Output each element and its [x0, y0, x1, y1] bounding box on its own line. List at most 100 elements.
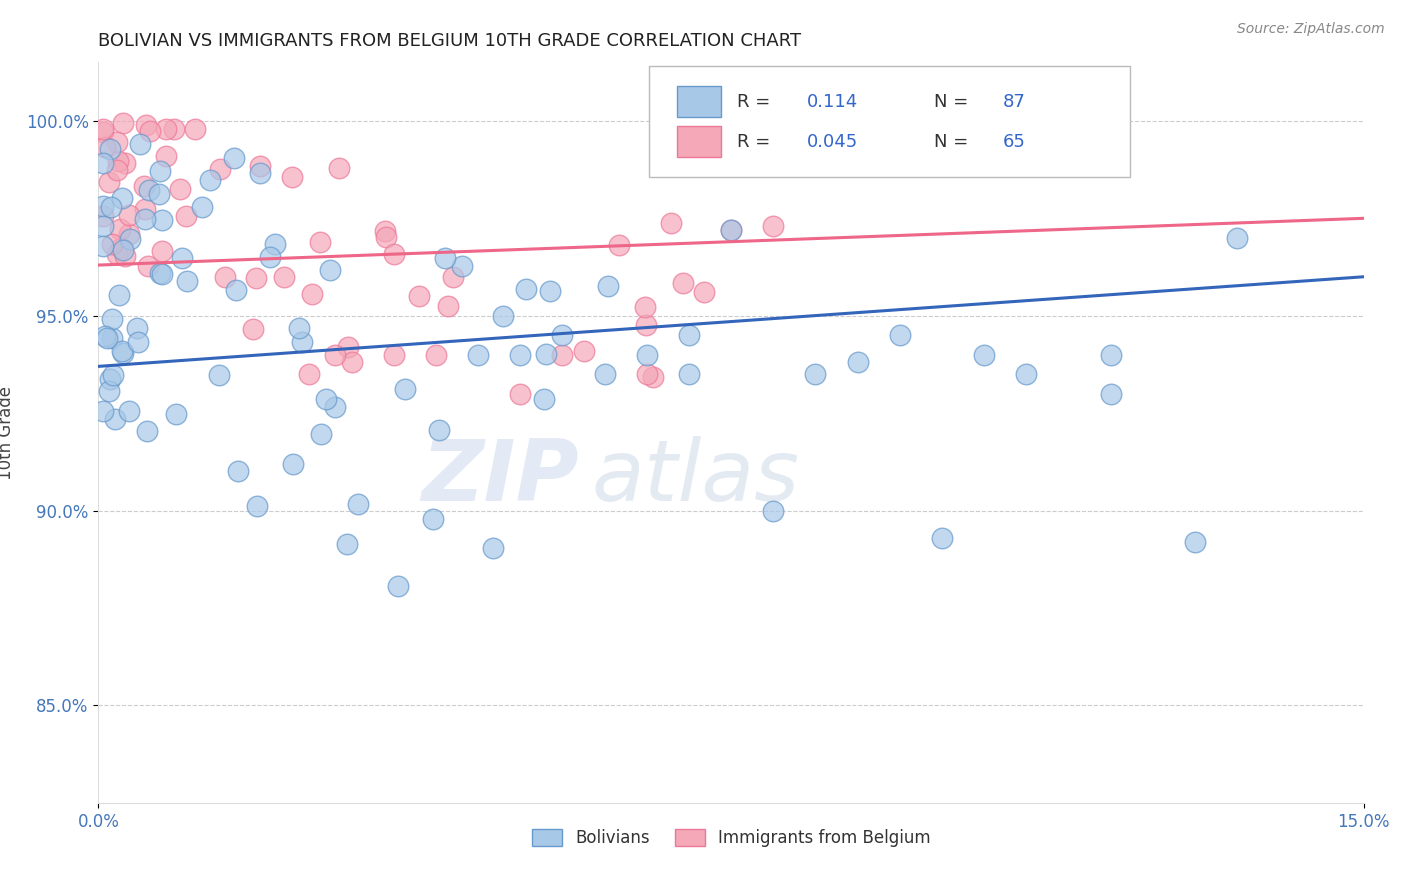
Point: [132, 179, 155, 194]
Point: [720, 223, 742, 237]
Point: [492, 309, 515, 323]
Point: [804, 367, 827, 381]
Point: [91, 122, 114, 136]
Point: [105, 247, 128, 261]
Point: [111, 346, 134, 360]
Point: [155, 149, 177, 163]
Point: [136, 260, 159, 274]
Point: [375, 230, 398, 244]
Point: [762, 219, 785, 233]
Point: [340, 355, 363, 369]
Point: [125, 321, 148, 335]
Point: [441, 269, 464, 284]
Point: [101, 330, 124, 344]
Text: atlas: atlas: [592, 435, 800, 518]
Point: [336, 340, 359, 354]
Point: [515, 282, 537, 296]
Point: [319, 263, 342, 277]
Point: [509, 386, 531, 401]
Point: [242, 322, 264, 336]
Point: [387, 579, 409, 593]
Point: [114, 249, 136, 263]
Point: [382, 247, 405, 261]
Point: [551, 348, 574, 362]
Point: [336, 537, 359, 551]
Text: 0.114: 0.114: [807, 93, 858, 111]
Point: [290, 334, 312, 349]
Point: [328, 161, 350, 176]
Point: [91, 209, 114, 223]
Point: [315, 392, 337, 406]
Point: [118, 404, 141, 418]
Point: [281, 457, 304, 471]
Point: [105, 163, 128, 178]
Point: [91, 404, 114, 418]
Point: [672, 276, 695, 290]
Point: [105, 135, 128, 149]
Point: [155, 122, 177, 136]
Point: [1015, 367, 1038, 381]
Point: [323, 400, 346, 414]
Point: [678, 328, 700, 343]
Legend: Bolivians, Immigrants from Belgium: Bolivians, Immigrants from Belgium: [524, 822, 938, 854]
Point: [198, 173, 221, 187]
Text: 87: 87: [1002, 93, 1026, 111]
Point: [636, 348, 658, 362]
Point: [170, 251, 193, 265]
Point: [127, 334, 149, 349]
Point: [136, 424, 159, 438]
Point: [762, 503, 785, 517]
Point: [551, 328, 574, 343]
Point: [382, 348, 405, 362]
Text: 0.045: 0.045: [807, 133, 858, 151]
Point: [101, 236, 124, 251]
Point: [264, 237, 287, 252]
Point: [107, 287, 129, 301]
Point: [889, 328, 911, 343]
Point: [245, 271, 267, 285]
Point: [596, 278, 619, 293]
Point: [149, 164, 172, 178]
Point: [110, 221, 132, 235]
Point: [91, 219, 114, 233]
Point: [311, 427, 333, 442]
Point: [636, 318, 658, 332]
Point: [720, 223, 742, 237]
Point: [429, 423, 451, 437]
Text: Source: ZipAtlas.com: Source: ZipAtlas.com: [1237, 22, 1385, 37]
Point: [148, 187, 170, 202]
Point: [150, 212, 173, 227]
Point: [176, 209, 198, 223]
Point: [374, 224, 396, 238]
Point: [246, 500, 269, 514]
Point: [1226, 231, 1249, 245]
Text: ZIP: ZIP: [422, 435, 579, 518]
Point: [128, 137, 150, 152]
Point: [239, 815, 262, 830]
Point: [408, 289, 430, 303]
Point: [150, 244, 173, 259]
FancyBboxPatch shape: [648, 66, 1130, 178]
FancyBboxPatch shape: [676, 126, 721, 157]
Point: [91, 156, 114, 170]
Point: [309, 235, 332, 249]
Point: [111, 116, 134, 130]
Point: [97, 384, 120, 399]
Point: [118, 208, 141, 222]
Point: [111, 343, 134, 358]
Point: [226, 464, 249, 478]
Point: [249, 159, 271, 173]
Point: [214, 269, 236, 284]
Point: [134, 202, 156, 216]
Point: [659, 216, 682, 230]
Point: [607, 237, 630, 252]
Point: [394, 382, 416, 396]
Point: [149, 266, 172, 280]
Text: 65: 65: [1002, 133, 1026, 151]
Point: [110, 240, 132, 254]
Point: [98, 142, 121, 156]
Point: [165, 407, 187, 421]
Point: [434, 251, 457, 265]
Point: [163, 122, 186, 136]
Point: [101, 312, 124, 326]
